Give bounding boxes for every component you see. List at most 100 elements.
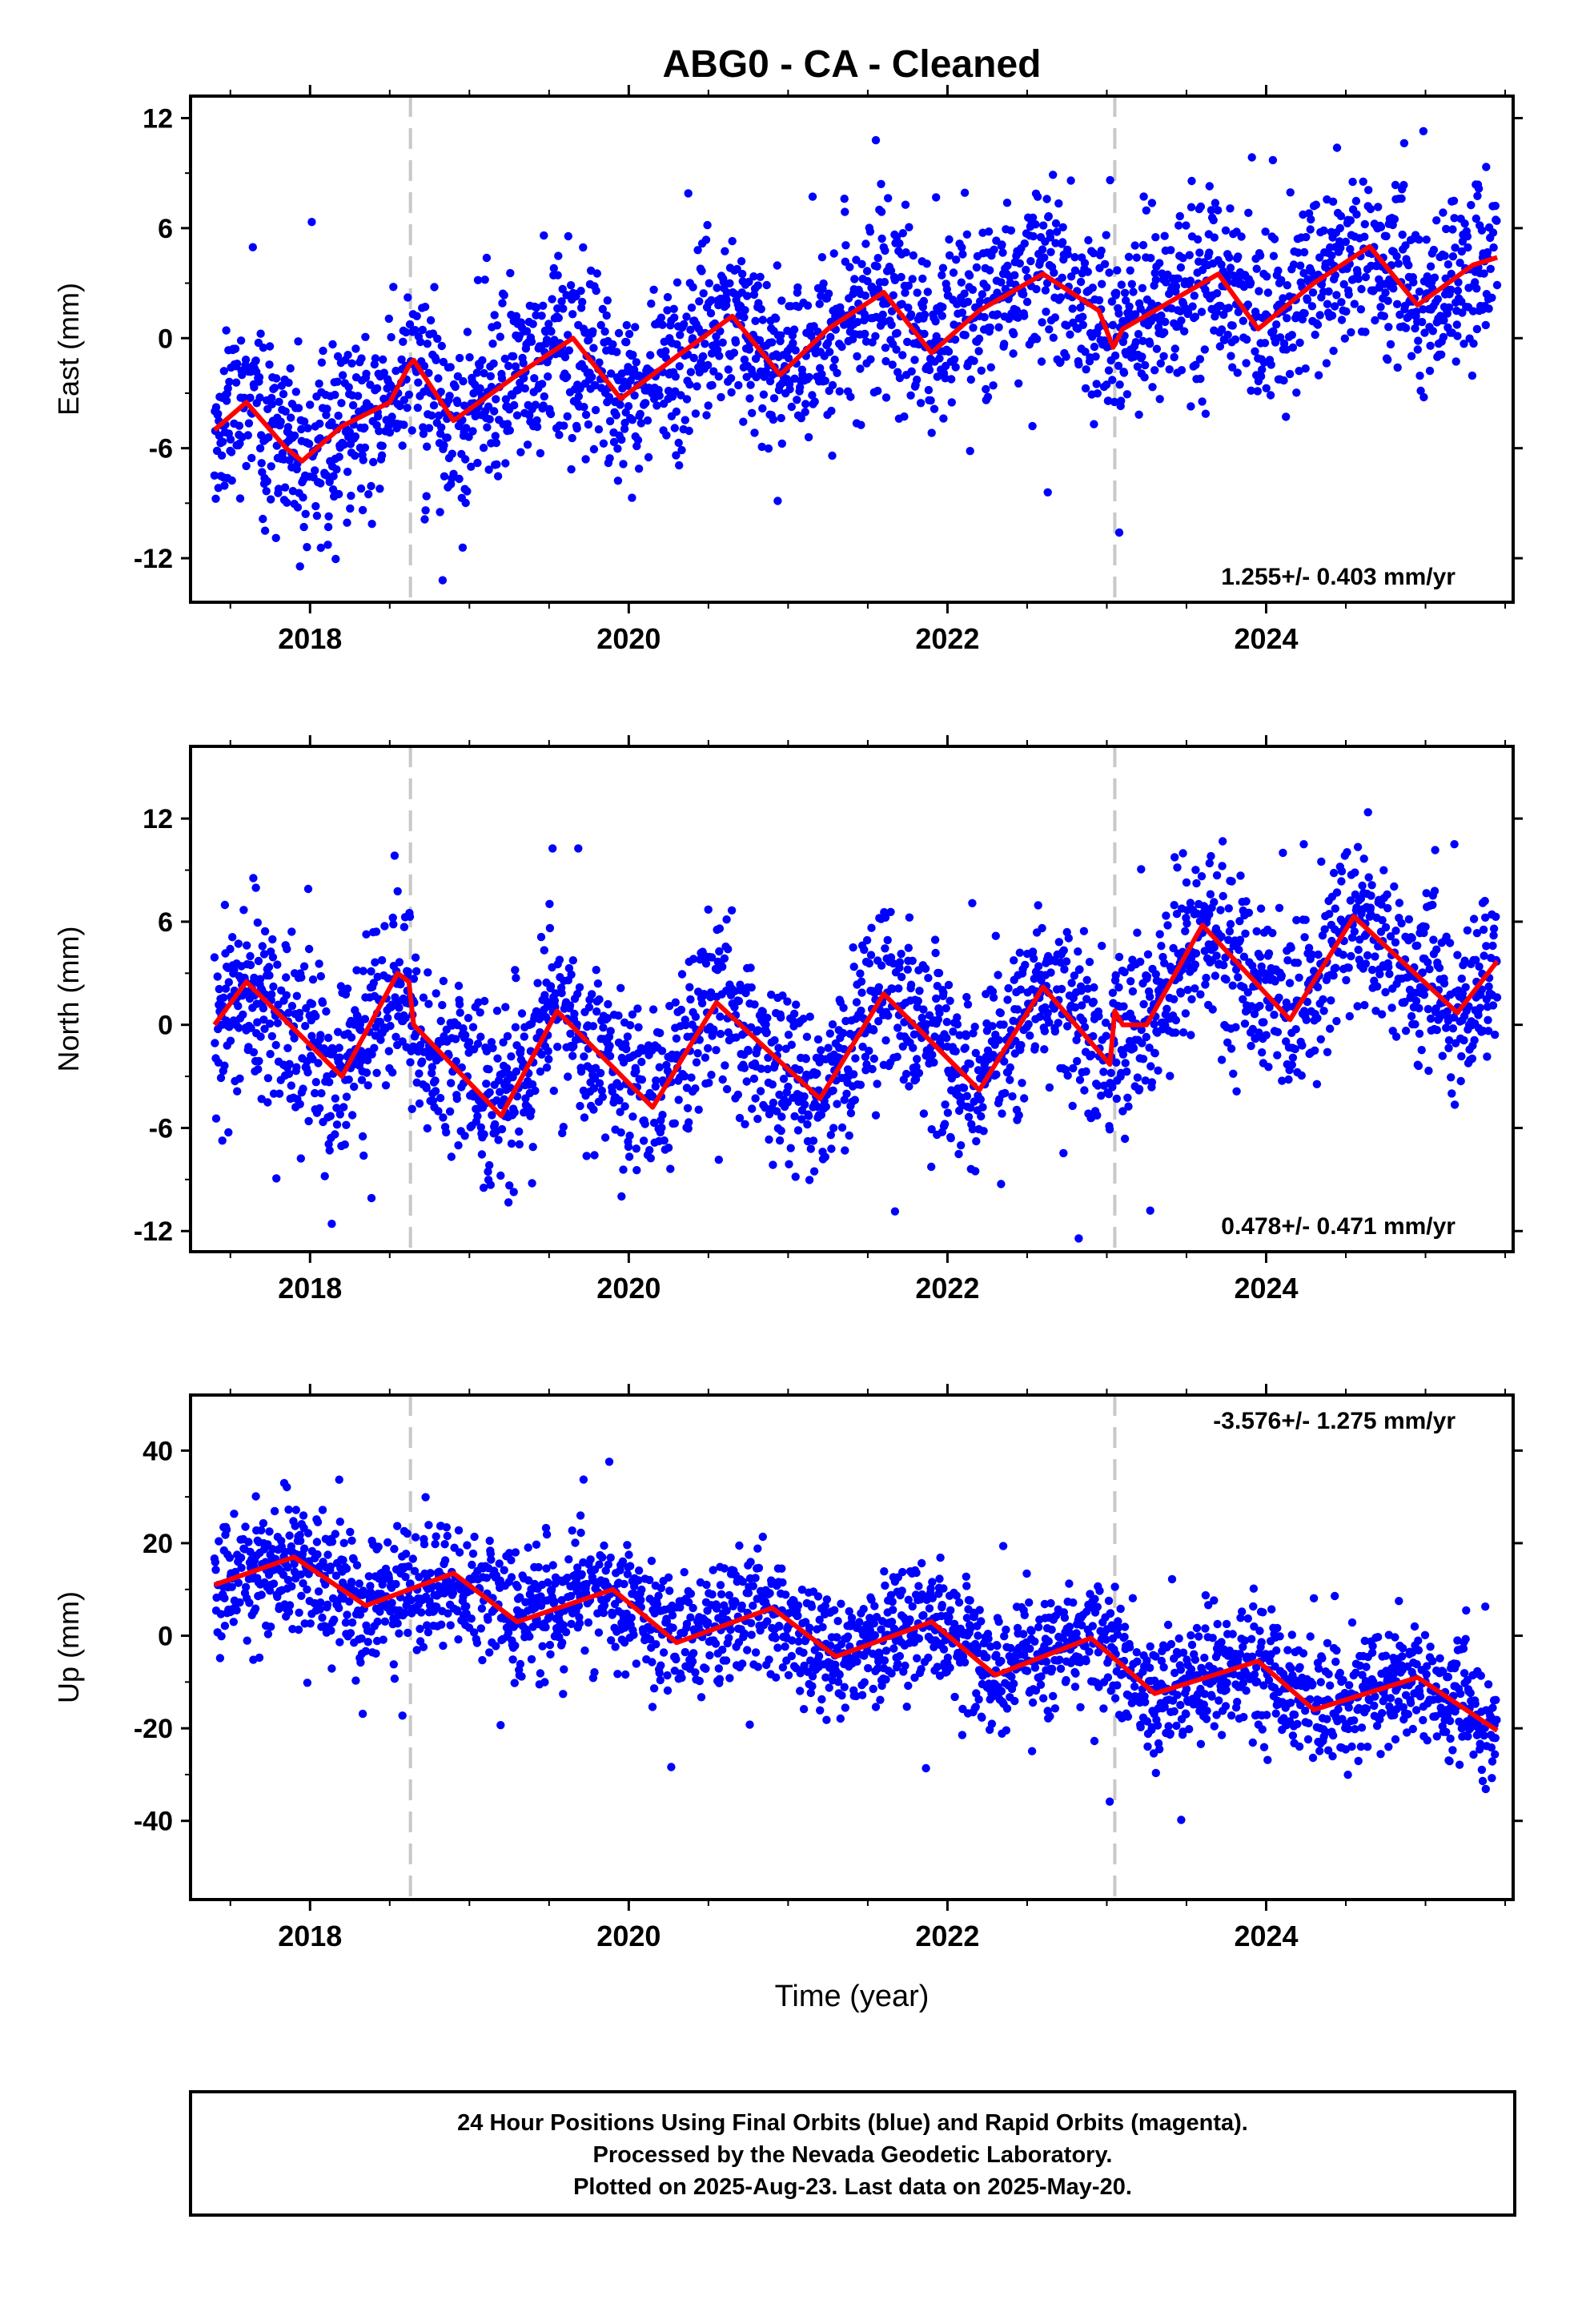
north-data-point xyxy=(890,1207,900,1216)
north-data-point xyxy=(928,1050,937,1059)
north-data-point xyxy=(1342,975,1351,985)
north-data-point xyxy=(494,1136,503,1144)
north-data-point xyxy=(304,944,314,954)
north-data-point xyxy=(1367,891,1375,900)
north-data-point xyxy=(1326,1024,1335,1033)
north-data-point xyxy=(620,1102,629,1111)
east-data-point xyxy=(1166,246,1175,255)
east-data-point xyxy=(492,321,502,330)
north-data-point xyxy=(775,1136,785,1145)
north-data-point xyxy=(316,971,325,981)
north-data-point xyxy=(431,1076,440,1085)
north-data-point xyxy=(1450,840,1459,849)
east-data-point xyxy=(922,259,931,268)
east-data-point xyxy=(621,408,630,417)
east-data-point xyxy=(335,489,343,499)
east-data-point xyxy=(1313,320,1323,329)
east-data-point xyxy=(384,314,393,324)
north-data-point xyxy=(436,1016,445,1026)
north-data-point xyxy=(239,1010,247,1019)
east-data-point xyxy=(263,476,271,486)
east-data-point xyxy=(1093,389,1102,398)
east-data-point xyxy=(1440,251,1449,260)
north-data-point xyxy=(1074,1234,1083,1243)
east-data-point xyxy=(801,408,809,416)
east-data-point xyxy=(1268,155,1278,165)
north-data-point xyxy=(295,1100,304,1109)
north-data-point xyxy=(282,991,291,1000)
north-data-point xyxy=(264,963,274,971)
north-data-point xyxy=(770,1035,779,1045)
north-data-point xyxy=(1371,952,1379,961)
east-data-point xyxy=(920,329,929,339)
north-data-point xyxy=(705,1079,713,1088)
east-data-point xyxy=(458,543,468,552)
east-data-point xyxy=(1381,288,1390,297)
east-data-point xyxy=(465,353,474,362)
east-data-point xyxy=(260,526,270,535)
north-data-point xyxy=(254,1065,263,1074)
north-data-point xyxy=(226,944,235,954)
north-data-point xyxy=(454,981,464,991)
north-data-point xyxy=(1314,950,1323,959)
north-data-point xyxy=(1235,945,1243,955)
north-data-point xyxy=(1217,1055,1227,1064)
up-data-point xyxy=(235,1598,244,1607)
east-data-point xyxy=(817,370,826,379)
east-y-axis-label: East (mm) xyxy=(52,283,85,416)
north-data-point xyxy=(704,1043,713,1053)
north-data-point xyxy=(592,966,600,975)
north-data-point xyxy=(218,1136,227,1145)
north-data-point xyxy=(857,988,866,997)
east-data-point xyxy=(628,416,637,424)
east-data-point xyxy=(1486,264,1496,273)
east-data-point xyxy=(436,508,444,517)
east-data-point xyxy=(297,424,306,434)
east-data-point xyxy=(1472,284,1481,293)
north-data-point xyxy=(829,1086,837,1096)
north-data-point xyxy=(1366,903,1375,912)
north-data-point xyxy=(326,1112,335,1120)
east-data-point xyxy=(1447,285,1456,294)
north-data-point xyxy=(749,1074,759,1084)
east-data-point xyxy=(512,411,522,420)
east-data-point xyxy=(312,511,322,521)
east-data-point xyxy=(1110,351,1120,360)
east-data-point xyxy=(721,247,729,255)
north-data-point xyxy=(1054,1019,1063,1027)
north-data-point xyxy=(1133,1073,1142,1082)
north-data-point xyxy=(909,1043,917,1052)
north-data-point xyxy=(1112,1058,1121,1068)
north-data-point xyxy=(528,1179,536,1188)
east-data-point xyxy=(932,332,941,341)
east-data-point xyxy=(1112,288,1121,297)
east-data-point xyxy=(935,354,944,363)
north-data-point xyxy=(503,1031,512,1041)
east-data-point xyxy=(299,417,309,426)
north-data-point xyxy=(1154,1066,1162,1076)
north-data-point xyxy=(342,1092,351,1101)
north-data-point xyxy=(1015,948,1025,957)
east-data-point xyxy=(989,381,998,390)
north-data-point xyxy=(492,1007,502,1015)
north-data-point xyxy=(220,900,230,910)
north-data-point xyxy=(211,1114,221,1123)
east-data-point xyxy=(835,387,844,396)
east-data-point xyxy=(581,455,590,464)
north-data-point xyxy=(1229,1069,1238,1079)
east-data-point xyxy=(1132,253,1142,262)
north-data-point xyxy=(971,1167,980,1176)
north-data-point xyxy=(1186,1031,1195,1039)
east-data-point xyxy=(259,344,268,352)
east-data-point xyxy=(528,320,537,328)
north-data-point xyxy=(595,995,604,1004)
east-data-point xyxy=(687,304,697,312)
north-data-point xyxy=(548,844,557,853)
east-data-point xyxy=(484,465,493,474)
north-data-point xyxy=(1313,1014,1322,1023)
east-data-point xyxy=(670,424,679,432)
east-data-point xyxy=(595,358,604,367)
north-data-point xyxy=(1252,927,1261,936)
east-data-point xyxy=(1146,340,1154,348)
